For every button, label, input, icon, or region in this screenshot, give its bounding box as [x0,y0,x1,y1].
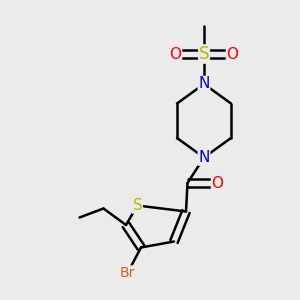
Text: Br: Br [120,266,135,280]
Text: S: S [133,198,142,213]
Text: O: O [169,46,181,62]
Text: O: O [226,46,238,62]
Text: N: N [198,150,210,165]
Text: N: N [198,76,210,92]
Text: S: S [199,45,209,63]
Text: O: O [212,176,224,190]
